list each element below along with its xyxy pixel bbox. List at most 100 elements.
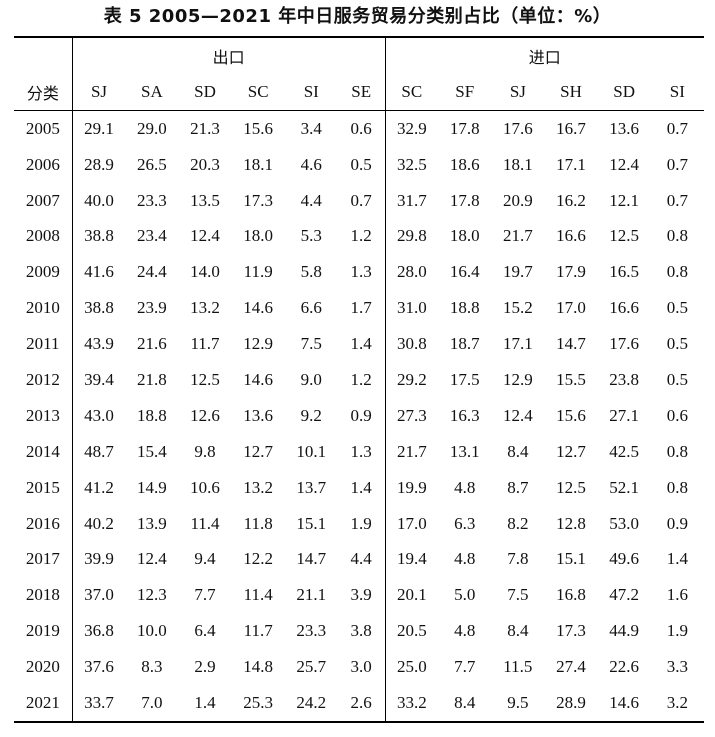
value-cell: 1.7 xyxy=(350,298,372,318)
value-cell: 13.7 xyxy=(296,477,327,497)
value-cell: 13.6 xyxy=(243,405,274,425)
value-cell: 23.3 xyxy=(136,190,167,210)
year-cell: 2009 xyxy=(25,262,60,282)
value-cell: 21.7 xyxy=(502,226,533,246)
value-cell: 4.8 xyxy=(454,477,476,497)
value-cell: 38.8 xyxy=(71,218,126,255)
table-row: 2019 36.8 10.0 6.4 11.7 23.3 3.8 20.5 4.8 8.4 17.3… xyxy=(14,613,704,650)
column-header: SF xyxy=(438,73,492,111)
value-cell: 7.0 xyxy=(125,685,179,723)
value-cell: 3.4 xyxy=(300,118,322,138)
value-cell: 17.0 xyxy=(556,298,586,318)
value-cell: 13.2 xyxy=(243,477,274,497)
value-cell: 9.4 xyxy=(194,549,216,569)
value-cell: 41.6 xyxy=(71,254,126,291)
value-cell: 0.9 xyxy=(666,513,688,533)
year-cell: 2016 xyxy=(25,513,60,533)
value-cell: 16.4 xyxy=(449,262,480,282)
value-cell: 10.6 xyxy=(190,477,220,497)
value-cell: 8.3 xyxy=(141,657,163,677)
year-cell: 2017 xyxy=(25,549,60,569)
value-cell: 18.0 xyxy=(449,226,480,246)
value-cell: 0.5 xyxy=(350,154,372,174)
value-cell: 0.5 xyxy=(666,334,688,354)
value-cell: 5.3 xyxy=(300,226,322,246)
column-header: SH xyxy=(544,73,598,111)
table-row: 2015 41.2 14.9 10.6 13.2 13.7 1.4 19.9 4.8 8.7 12.… xyxy=(14,469,704,506)
value-cell: 20.3 xyxy=(190,154,220,174)
value-cell: 3.9 xyxy=(350,585,372,605)
value-cell: 18.8 xyxy=(136,405,167,425)
value-cell: 29.2 xyxy=(384,362,439,398)
value-cell: 16.3 xyxy=(449,405,480,425)
value-cell: 21.3 xyxy=(190,118,220,138)
value-cell: 12.3 xyxy=(136,585,167,605)
value-cell: 0.6 xyxy=(666,405,688,425)
value-cell: 32.5 xyxy=(384,146,439,183)
value-cell: 13.1 xyxy=(449,441,480,461)
value-cell: 38.8 xyxy=(71,290,126,327)
value-cell: 4.4 xyxy=(350,549,372,569)
value-cell: 0.8 xyxy=(666,441,688,461)
value-cell: 39.9 xyxy=(71,541,126,578)
value-cell: 0.5 xyxy=(666,369,688,389)
value-cell: 28.9 xyxy=(544,685,598,723)
year-cell: 2020 xyxy=(25,657,60,677)
value-cell: 14.6 xyxy=(243,369,274,389)
value-cell: 14.7 xyxy=(556,334,586,354)
value-cell: 12.9 xyxy=(502,369,533,389)
value-cell: 7.7 xyxy=(194,585,216,605)
value-cell: 31.7 xyxy=(384,182,439,219)
value-cell: 41.2 xyxy=(71,469,126,506)
table-row: 2020 37.6 8.3 2.9 14.8 25.7 3.0 25.0 7.7 11.5 27.4… xyxy=(14,649,704,686)
value-cell: 1.4 xyxy=(350,334,372,354)
value-cell: 12.9 xyxy=(243,334,274,354)
value-cell: 9.0 xyxy=(300,369,322,389)
value-cell: 28.9 xyxy=(71,146,126,183)
value-cell: 7.7 xyxy=(454,657,476,677)
value-cell: 8.4 xyxy=(438,685,492,723)
table-row: 2007 40.0 23.3 13.5 17.3 4.4 0.7 31.7 17.8 20.9 16… xyxy=(14,182,704,219)
value-cell: 27.3 xyxy=(384,397,439,434)
value-cell: 8.2 xyxy=(507,513,529,533)
value-cell: 12.4 xyxy=(502,405,533,425)
value-cell: 24.4 xyxy=(136,262,167,282)
value-cell: 11.4 xyxy=(190,513,220,533)
value-cell: 18.8 xyxy=(449,298,480,318)
value-cell: 18.7 xyxy=(449,334,480,354)
value-cell: 30.8 xyxy=(384,326,439,363)
value-cell: 8.7 xyxy=(507,477,529,497)
value-cell: 24.2 xyxy=(284,685,338,723)
table-caption: 表 5 2005—2021 年中日服务贸易分类别占比（单位：%） xyxy=(103,6,612,27)
value-cell: 6.6 xyxy=(300,298,322,318)
value-cell: 2.9 xyxy=(194,657,216,677)
value-cell: 15.1 xyxy=(296,513,327,533)
value-cell: 12.5 xyxy=(609,226,639,246)
value-cell: 16.2 xyxy=(556,190,586,210)
value-cell: 7.8 xyxy=(507,549,529,569)
year-cell: 2006 xyxy=(25,154,60,174)
value-cell: 15.6 xyxy=(556,405,586,425)
value-cell: 44.9 xyxy=(609,621,639,641)
value-cell: 12.4 xyxy=(136,549,167,569)
table-row: 2018 37.0 12.3 7.7 11.4 21.1 3.9 20.1 5.0 7.5 16.8… xyxy=(14,577,704,614)
table-row: 2009 41.6 24.4 14.0 11.9 5.8 1.3 28.0 16.4 19.7 17… xyxy=(14,254,704,291)
export-group-header: 出口 xyxy=(71,36,385,74)
table-row: 2005 29.1 29.0 21.3 15.6 3.4 0.6 32.9 17.8 17.6 16… xyxy=(14,110,704,147)
value-cell: 12.7 xyxy=(556,441,586,461)
value-cell: 15.6 xyxy=(243,118,274,138)
table-row: 2012 39.4 21.8 12.5 14.6 9.0 1.2 29.2 17.5 12.9 15… xyxy=(14,362,704,398)
value-cell: 7.5 xyxy=(300,334,322,354)
column-header: SA xyxy=(125,73,179,111)
value-cell: 23.3 xyxy=(296,621,327,641)
value-cell: 4.4 xyxy=(300,190,322,210)
value-cell: 16.5 xyxy=(609,262,639,282)
table-row: 2010 38.8 23.9 13.2 14.6 6.6 1.7 31.0 18.8 15.2 17… xyxy=(14,290,704,327)
value-cell: 13.5 xyxy=(190,190,220,210)
value-cell: 16.7 xyxy=(556,118,586,138)
value-cell: 7.5 xyxy=(507,585,529,605)
table-body: 2005 29.1 29.0 21.3 15.6 3.4 0.6 32.9 17.8 17.6 16… xyxy=(14,110,704,723)
value-cell: 16.6 xyxy=(556,226,586,246)
value-cell: 43.9 xyxy=(71,326,126,363)
value-cell: 11.8 xyxy=(243,513,273,533)
